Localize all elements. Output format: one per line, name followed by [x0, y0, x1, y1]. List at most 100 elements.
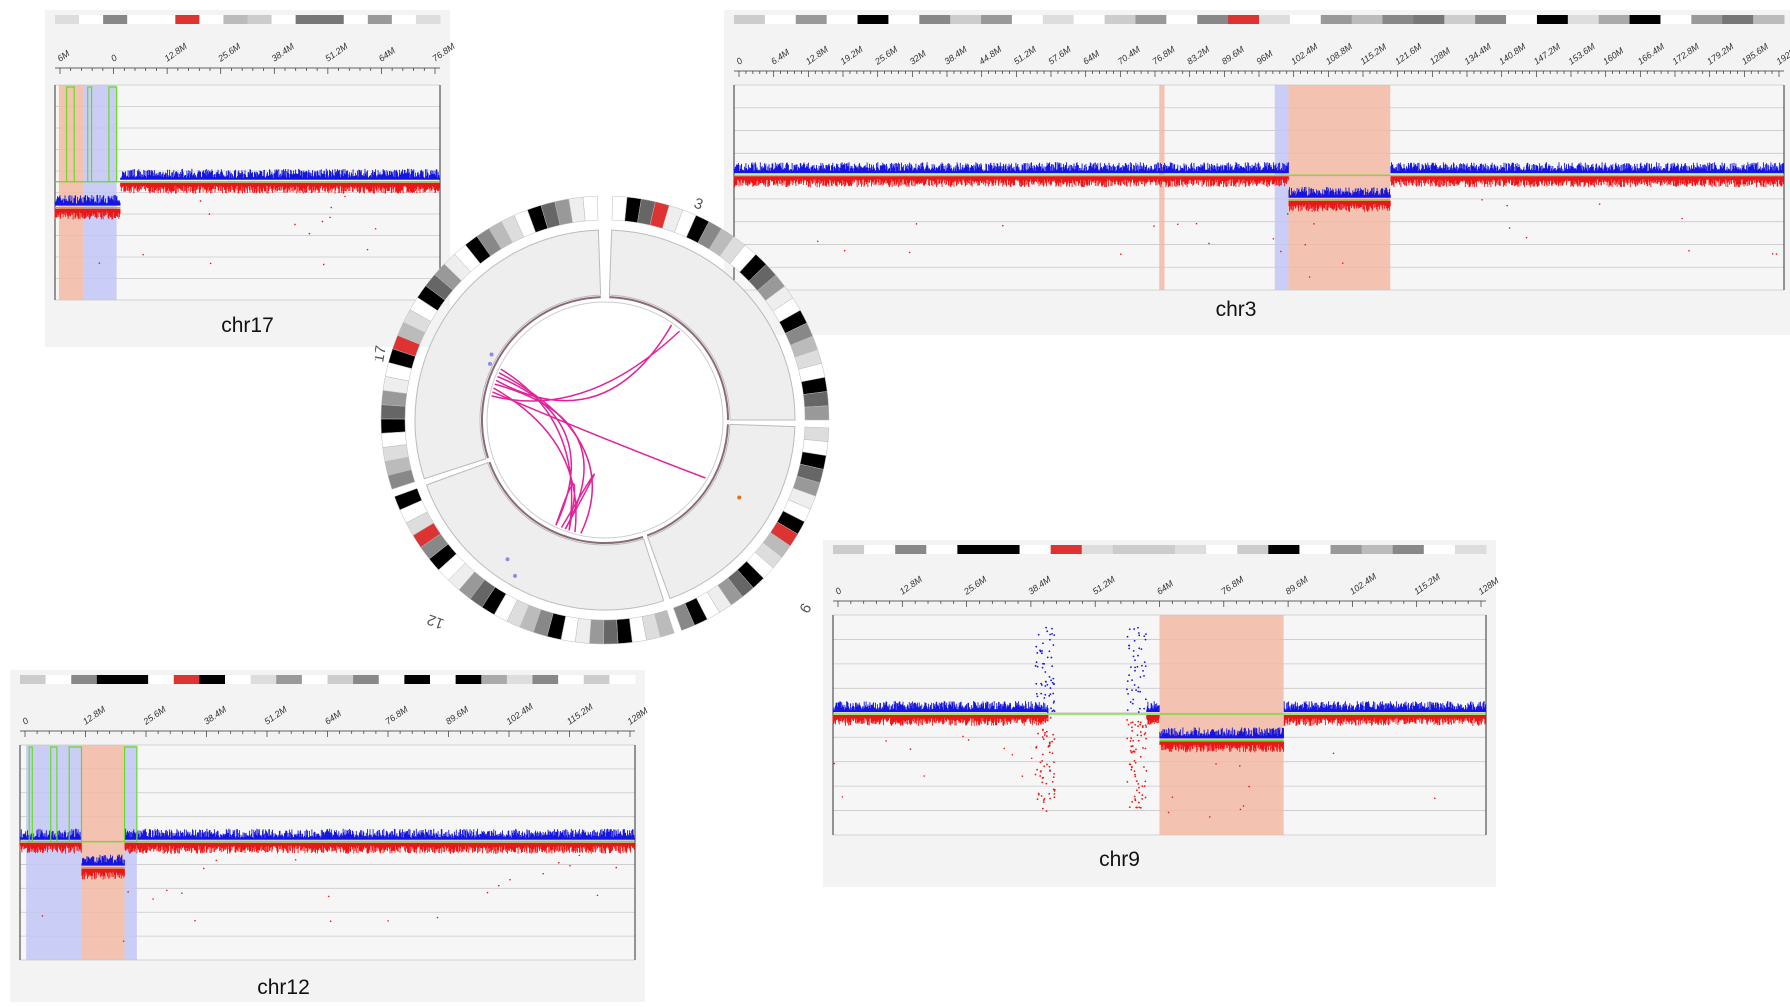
ideogram-band — [1104, 15, 1136, 24]
ideogram-band — [175, 15, 200, 24]
tick-label: 25.6M — [961, 574, 988, 597]
loss-trace — [54, 182, 440, 220]
ideogram-band — [151, 15, 176, 24]
ideogram-band — [353, 675, 380, 684]
tick-label: 51.2M — [262, 704, 289, 727]
ideogram-band — [247, 15, 273, 24]
ideogram-band — [391, 15, 417, 24]
ideogram-band — [1135, 15, 1167, 24]
panel-label-chr12: chr12 — [257, 976, 310, 999]
ideogram-band — [1050, 545, 1083, 554]
ideogram-band — [173, 675, 200, 684]
ideogram-band — [1143, 545, 1176, 554]
tick-label: 64M — [1155, 578, 1175, 597]
tick-label: 38.4M — [1026, 574, 1053, 597]
ideogram-band — [957, 545, 989, 554]
tick-label: 6M — [55, 48, 71, 64]
tick-label: 12.8M — [898, 574, 925, 597]
ideogram-band — [1423, 545, 1456, 554]
ideogram-band — [55, 15, 80, 24]
tick-label: 70.4M — [1116, 44, 1143, 67]
tick-label: 179.2M — [1705, 41, 1736, 67]
panel-label-chr17: chr17 — [221, 314, 274, 337]
tick-label: 128M — [1476, 575, 1501, 596]
tick-label: 0 — [109, 53, 119, 64]
circos-links — [491, 324, 706, 534]
ideogram-band — [1413, 15, 1445, 24]
tick-label: 121.6M — [1393, 41, 1424, 67]
ideogram-band — [404, 675, 431, 684]
ideogram-band — [888, 15, 920, 24]
plot-area-chr12 — [19, 744, 636, 961]
axis-chr17: 6M 0 12.8M 25.6M 38.4M 51.2M 64M 76.8M — [55, 41, 457, 74]
circos-chromosome-17 — [380, 195, 599, 490]
ideogram-band — [1660, 15, 1692, 24]
ideogram-band — [950, 15, 982, 24]
ideogram-band — [79, 15, 104, 24]
tick-label: 25.6M — [141, 704, 168, 727]
ideogram-band — [1237, 545, 1269, 554]
tick-label: 115.2M — [1358, 41, 1388, 66]
copy-number-line-chr17 — [55, 86, 440, 209]
ideogram-band — [45, 675, 72, 684]
ideogram-band — [301, 675, 328, 684]
ideogram-band — [430, 675, 457, 684]
copy-number-line-chr12 — [20, 746, 635, 869]
tick-label: 147.2M — [1532, 41, 1563, 67]
ideogram-band — [1506, 15, 1538, 24]
tick-label: 102.4M — [1348, 571, 1379, 597]
tick-label: 185.6M — [1740, 41, 1771, 67]
ideogram-band — [583, 675, 610, 684]
loss-trace — [832, 715, 1486, 753]
tick-label: 38.4M — [942, 44, 969, 67]
circos-link — [560, 473, 595, 530]
tick-label: 12.8M — [81, 704, 108, 727]
tick-label: 19.2M — [838, 44, 865, 67]
ideogram-band — [103, 15, 128, 24]
ideogram-band — [250, 675, 277, 684]
loh-region — [81, 745, 125, 960]
cnv-panel-chr3: 0 6.4M 12.8M 19.2M 25.6M 32M 38.4M 44.8M 51.2M 57… — [724, 10, 1790, 335]
circos-link — [495, 324, 673, 402]
deletion-region — [1274, 85, 1289, 290]
cnv-plot-chr17: 6M 0 12.8M 25.6M 38.4M 51.2M 64M 76.8M — [54, 15, 457, 301]
tick-label: 64M — [377, 45, 397, 64]
ideogram-band — [199, 15, 224, 24]
tick-label: 64M — [323, 708, 343, 727]
ideogram-band — [127, 15, 152, 24]
ideogram-band — [1691, 15, 1723, 24]
ideogram-band — [122, 675, 149, 684]
ideogram-band — [833, 545, 865, 554]
circos-chromosome-3 — [611, 195, 830, 421]
ideogram-band — [71, 675, 98, 684]
circos-label-9: 9 — [795, 600, 814, 616]
circos-plot: 3 9 12 17 — [375, 195, 830, 645]
cnv-plot-chr3: 0 6.4M 12.8M 19.2M 25.6M 32M 38.4M 44.8M 51.2M 57… — [733, 15, 1790, 291]
ideogram-band — [926, 545, 958, 554]
ideogram-band — [532, 675, 559, 684]
coverage-points-chr17 — [54, 168, 440, 266]
tick-label: 6.4M — [769, 47, 792, 67]
circos-label-3: 3 — [692, 195, 706, 214]
circos-link — [500, 368, 573, 531]
tick-label: 0 — [833, 586, 843, 597]
panel-label-chr9: chr9 — [1099, 848, 1140, 871]
ideogram-band — [558, 675, 585, 684]
circos-link — [492, 391, 706, 479]
deletion-region — [26, 745, 82, 960]
tick-label: 192M — [1774, 45, 1790, 66]
tick-label: 166.4M — [1636, 41, 1667, 67]
tick-label: 96M — [1254, 48, 1274, 67]
circos-link — [491, 330, 681, 402]
ideogram-band — [1722, 15, 1754, 24]
tick-label: 89.6M — [1284, 574, 1311, 597]
ideogram-band — [988, 545, 1021, 554]
tick-label: 115.2M — [1412, 571, 1442, 596]
ideogram-band — [455, 675, 482, 684]
coverage-points-chr3 — [733, 162, 1784, 278]
ideogram-band — [1206, 545, 1238, 554]
ideogram-band — [1361, 545, 1394, 554]
ideogram-band — [148, 675, 175, 684]
tick-label: 38.4M — [270, 41, 297, 64]
circos-chromosome-12 — [394, 488, 675, 645]
